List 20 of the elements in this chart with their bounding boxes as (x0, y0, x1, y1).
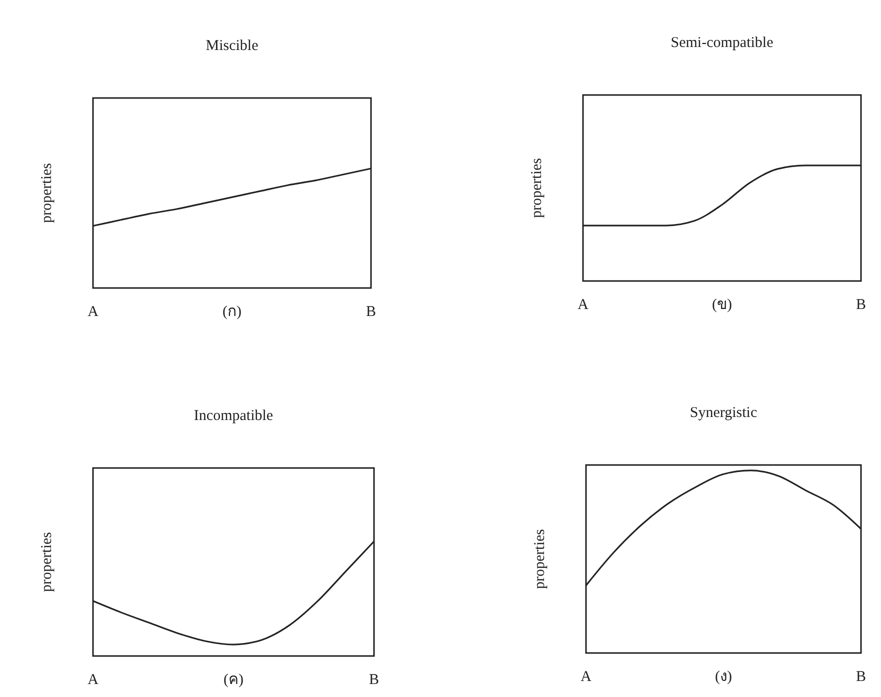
x-axis-title: (ค) (224, 672, 244, 688)
x-tick-label: A (88, 672, 99, 688)
y-axis-title: properties (39, 532, 55, 592)
chart-title: Miscible (206, 38, 259, 54)
y-axis-title: properties (529, 158, 545, 218)
x-tick-label: B (368, 672, 380, 688)
x-axis-title: (ก) (222, 304, 242, 320)
x-tick-label: A (578, 297, 589, 313)
x-tick-label: A (580, 669, 592, 685)
y-axis-title: properties (39, 162, 55, 223)
x-tick-label: A (88, 304, 99, 320)
x-tick-label: B (856, 297, 866, 313)
chart-title: Synergistic (690, 405, 758, 421)
x-tick-label: B (856, 669, 866, 685)
x-axis-title: (ง) (715, 669, 732, 685)
y-axis-title: properties (532, 528, 548, 589)
x-tick-label: B (366, 304, 376, 320)
chart-title: Semi-compatible (670, 35, 774, 51)
x-axis-title: (ข) (712, 297, 732, 313)
chart-title: Incompatible (194, 408, 274, 424)
